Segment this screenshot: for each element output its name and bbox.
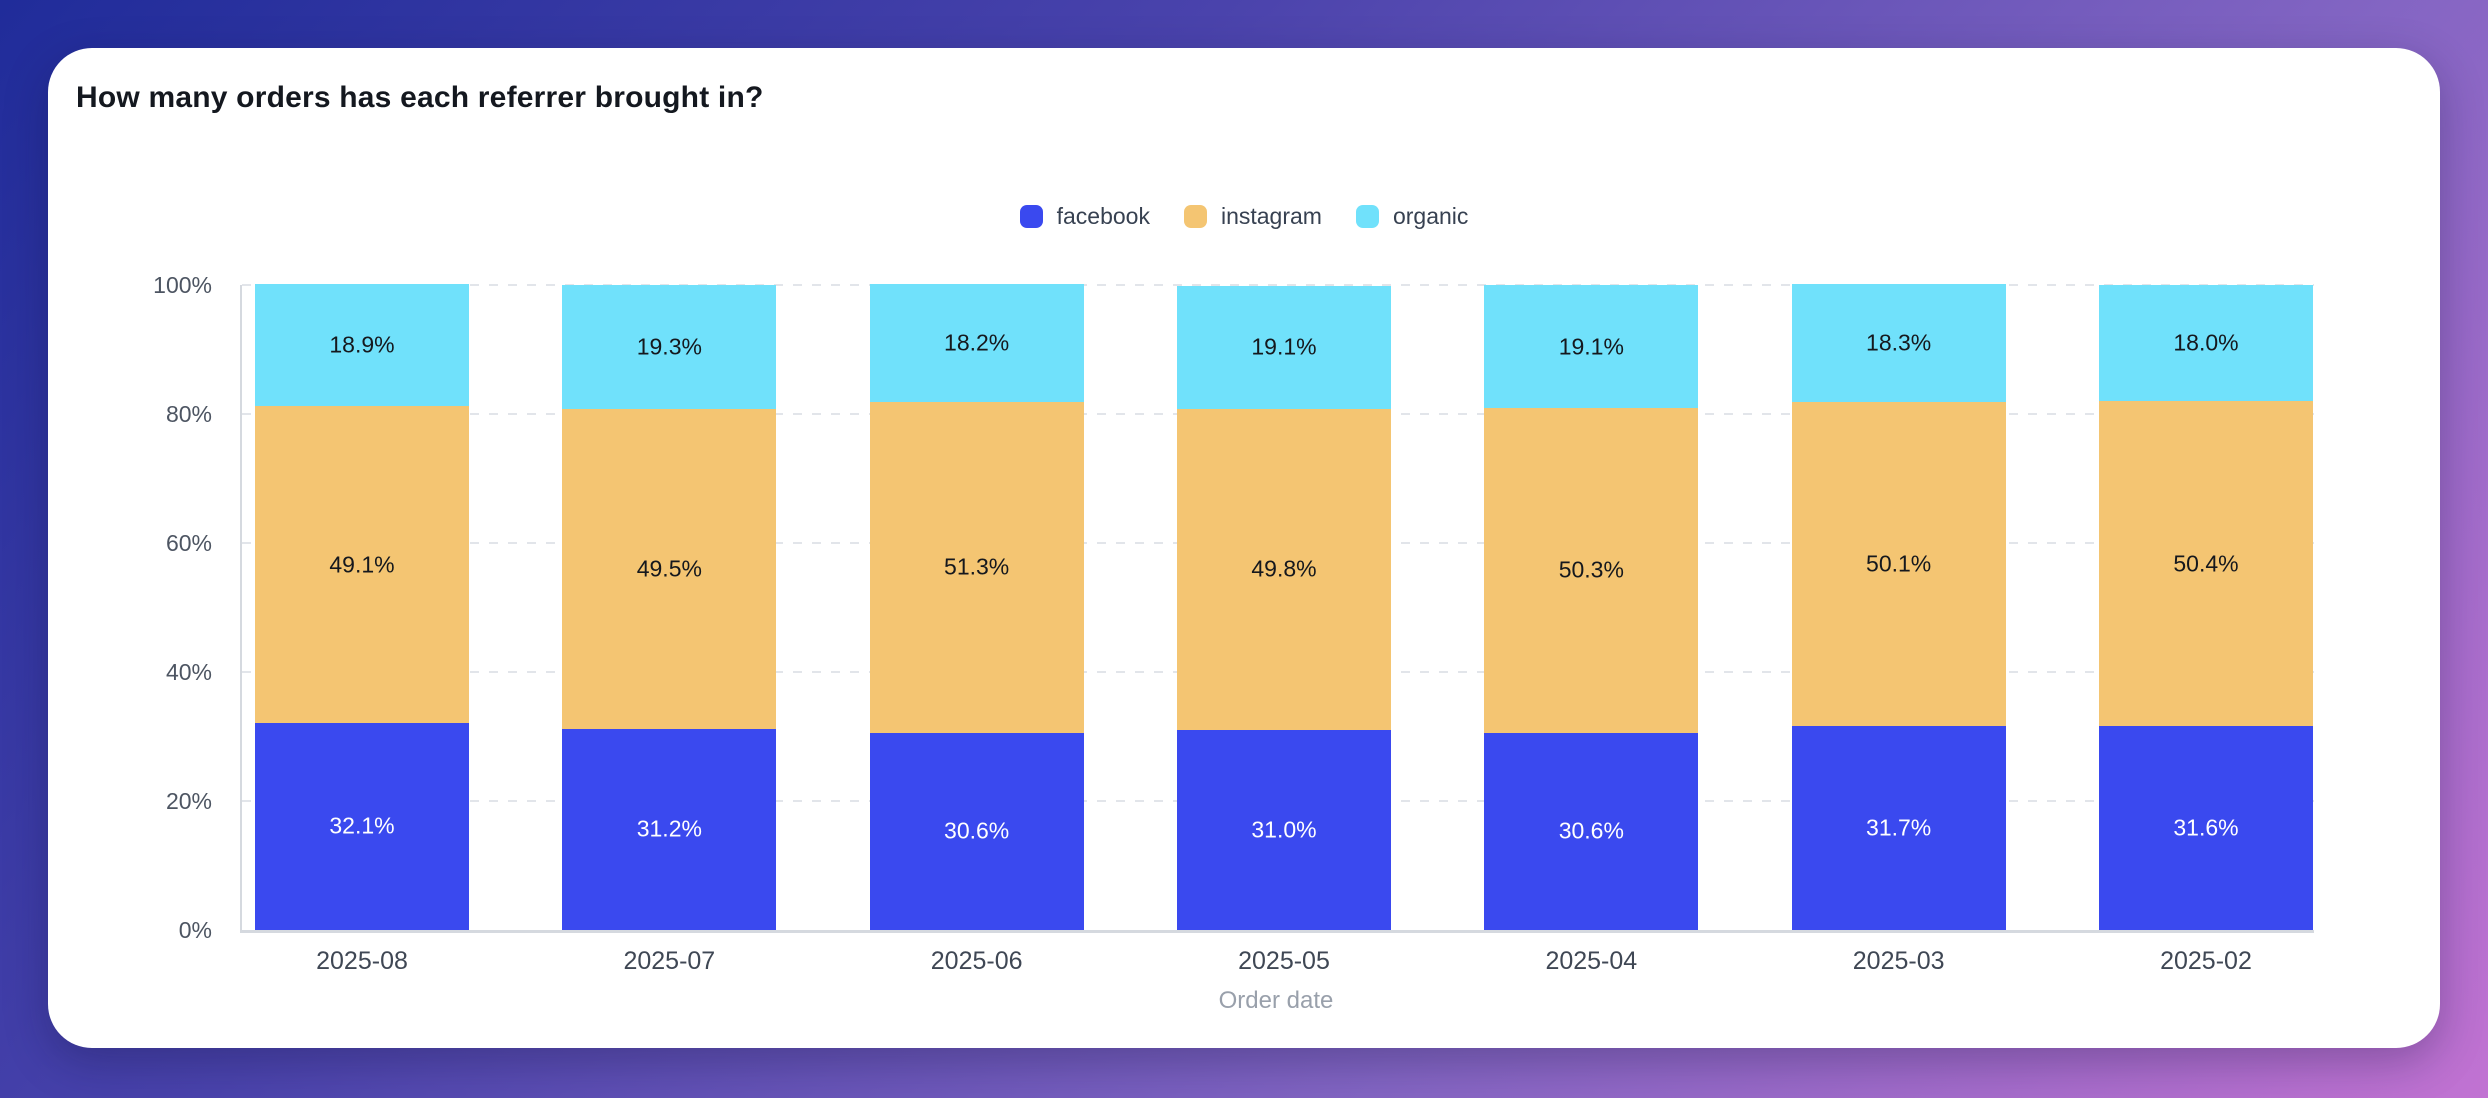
bar-segment-instagram[interactable] bbox=[1484, 408, 1699, 733]
y-tick-label-40: 40% bbox=[165, 659, 212, 685]
x-axis-title: Order date bbox=[1218, 987, 1334, 1014]
legend-item-organic[interactable]: organic bbox=[1355, 202, 1469, 230]
legend-label: instagram bbox=[1220, 202, 1322, 229]
x-tick-label-2025-04: 2025-04 bbox=[1545, 947, 1638, 975]
bar-segment-instagram[interactable] bbox=[1176, 408, 1391, 731]
chart-card: How many orders has each referrer brough… bbox=[48, 48, 2440, 1048]
chart-title: How many orders has each referrer brough… bbox=[76, 81, 764, 114]
bar-segment-organic[interactable] bbox=[562, 285, 777, 410]
bar-segment-instagram[interactable] bbox=[2098, 401, 2313, 727]
bar-segment-instagram[interactable] bbox=[1791, 402, 2006, 726]
legend-chip-facebook bbox=[1019, 204, 1043, 228]
x-tick-label-2025-05: 2025-05 bbox=[1238, 947, 1330, 975]
y-tick-label-100: 100% bbox=[153, 272, 212, 298]
bar-2025-07: 31.2% 49.5% 19.3% bbox=[562, 285, 777, 930]
bar-segment-organic[interactable] bbox=[2098, 285, 2313, 402]
x-tick-label-2025-03: 2025-03 bbox=[1852, 947, 1945, 975]
y-axis: 0% 20% 40% 60% 80% 100% bbox=[48, 272, 212, 943]
x-tick-label-2025-02: 2025-02 bbox=[2160, 947, 2252, 975]
bar-segment-facebook[interactable] bbox=[2098, 726, 2313, 930]
x-tick-label-2025-06: 2025-06 bbox=[930, 947, 1023, 975]
legend-chip-organic bbox=[1355, 204, 1379, 228]
bar-segment-organic[interactable] bbox=[255, 284, 469, 407]
bar-segment-facebook[interactable] bbox=[1484, 732, 1699, 930]
bar-segment-organic[interactable] bbox=[1176, 285, 1391, 409]
bar-segment-instagram[interactable] bbox=[255, 406, 469, 723]
bar-segment-facebook[interactable] bbox=[1791, 725, 2006, 930]
bar-segment-organic[interactable] bbox=[869, 284, 1084, 402]
bar-segment-facebook[interactable] bbox=[1176, 730, 1391, 930]
x-tick-label-2025-08: 2025-08 bbox=[316, 947, 408, 975]
bar-2025-08: 32.1% 49.1% 18.9% bbox=[255, 284, 469, 930]
bar-segment-instagram[interactable] bbox=[869, 401, 1084, 733]
bar-segment-instagram[interactable] bbox=[562, 409, 777, 729]
legend-chip-instagram bbox=[1183, 204, 1207, 228]
y-tick-label-80: 80% bbox=[165, 401, 212, 427]
legend-label: facebook bbox=[1056, 202, 1150, 229]
bar-segment-facebook[interactable] bbox=[869, 732, 1084, 930]
bar-2025-06: 30.6% 51.3% 18.2% bbox=[869, 284, 1084, 930]
bar-2025-02: 31.6% 50.4% 18.0% bbox=[2098, 285, 2313, 930]
y-tick-label-60: 60% bbox=[165, 530, 212, 556]
y-tick-label-20: 20% bbox=[165, 788, 212, 814]
legend-item-facebook[interactable]: facebook bbox=[1019, 202, 1150, 230]
gridline-100 bbox=[242, 284, 2314, 286]
legend-label: organic bbox=[1392, 202, 1469, 229]
legend-item-instagram[interactable]: instagram bbox=[1183, 202, 1322, 230]
x-tick-label-2025-07: 2025-07 bbox=[623, 947, 716, 975]
bar-2025-04: 30.6% 50.3% 19.1% bbox=[1484, 285, 1699, 930]
bar-segment-facebook[interactable] bbox=[255, 722, 469, 930]
bar-segment-organic[interactable] bbox=[1791, 284, 2006, 403]
plot-area: 32.1% 49.1% 18.9% 2025-08 31.2% 49.5% 19.3% 202… bbox=[240, 284, 2314, 975]
y-tick-label-0: 0% bbox=[178, 917, 212, 943]
bar-segment-organic[interactable] bbox=[1484, 285, 1699, 409]
bar-2025-03: 31.7% 50.1% 18.3% bbox=[1791, 284, 2006, 930]
legend: facebook instagram organic bbox=[48, 200, 2440, 232]
bar-2025-05: 31.0% 49.8% 19.1% bbox=[1176, 285, 1391, 930]
bar-segment-facebook[interactable] bbox=[562, 728, 777, 930]
